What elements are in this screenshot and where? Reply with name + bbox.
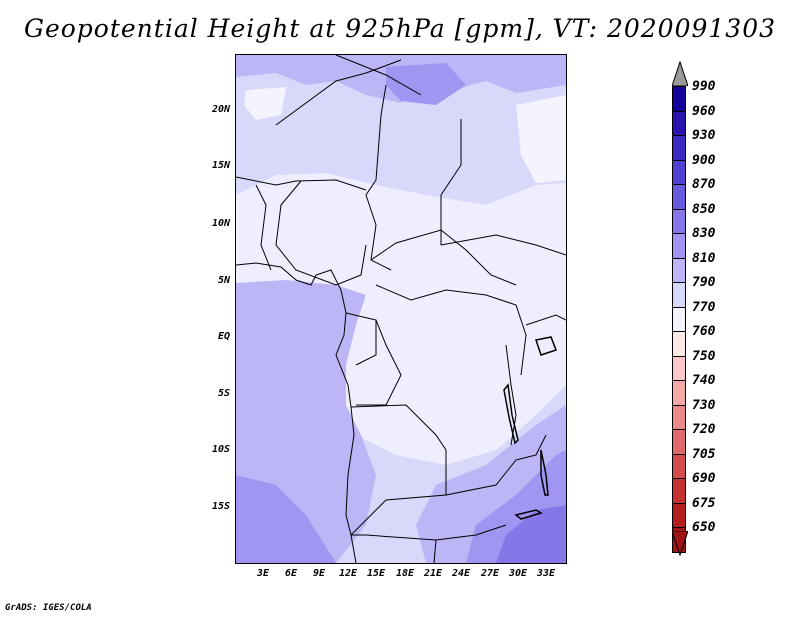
colorbar-cell bbox=[672, 282, 686, 308]
field-830-sw bbox=[236, 475, 336, 563]
lakes bbox=[503, 336, 557, 520]
lon-label-21e: 21E bbox=[423, 568, 443, 579]
lake-malawi bbox=[540, 449, 549, 496]
colorbar-cell bbox=[672, 86, 686, 112]
colorbar-label: 720 bbox=[692, 422, 716, 437]
field-850-se bbox=[496, 505, 566, 563]
colorbar-cell bbox=[672, 110, 686, 136]
colorbar-label: 650 bbox=[692, 520, 716, 535]
lon-label-24e: 24E bbox=[451, 568, 471, 579]
lake-tanganyika bbox=[503, 383, 519, 445]
colorbar-cell bbox=[672, 429, 686, 455]
border-angola bbox=[350, 404, 447, 536]
field-770-nw bbox=[244, 87, 286, 120]
border-congo bbox=[375, 284, 527, 376]
lon-label-33e: 33E bbox=[536, 568, 556, 579]
field-770-central bbox=[236, 173, 566, 465]
lon-label-18e: 18E bbox=[395, 568, 415, 579]
border-nigeria bbox=[275, 180, 367, 286]
grads-credit: GrADS: IGES/COLA bbox=[5, 603, 92, 613]
lon-label-3e: 3E bbox=[256, 568, 270, 579]
colorbar-cell bbox=[672, 355, 686, 381]
border-wafrica bbox=[255, 184, 272, 271]
colorbar-cell bbox=[672, 502, 686, 528]
colorbar-label: 930 bbox=[692, 128, 716, 143]
colorbar-cell bbox=[672, 184, 686, 210]
lat-label-5s: 5S bbox=[217, 388, 230, 399]
lat-label-15s: 15S bbox=[211, 501, 230, 512]
lon-label-27e: 27E bbox=[480, 568, 500, 579]
lake-kariba bbox=[514, 509, 543, 520]
colorbar-label: 810 bbox=[692, 250, 716, 266]
chart-title: Geopotential Height at 925hPa [gpm], VT:… bbox=[23, 14, 777, 43]
colorbar-cell bbox=[672, 135, 686, 161]
colorbar-cell bbox=[672, 233, 686, 259]
country-borders bbox=[236, 55, 566, 563]
field-830-north bbox=[386, 63, 466, 105]
lon-label-6e: 6E bbox=[284, 568, 298, 579]
border-car bbox=[370, 229, 517, 286]
border-north-1 bbox=[275, 59, 402, 126]
border-sudan bbox=[440, 234, 566, 256]
lon-label-12e: 12E bbox=[338, 568, 358, 579]
colorbar-label: 730 bbox=[692, 397, 716, 413]
map-canvas bbox=[236, 55, 566, 563]
field-770-ne bbox=[516, 95, 566, 183]
lat-label-10s: 10S bbox=[211, 444, 230, 455]
border-zambia bbox=[445, 434, 547, 496]
coastline-west bbox=[236, 262, 357, 563]
colorbar-cell bbox=[672, 331, 686, 357]
border-drc-west bbox=[356, 319, 402, 406]
colorbar-label: 870 bbox=[692, 177, 716, 192]
colorbar-cell bbox=[672, 380, 686, 406]
colorbar-cell bbox=[672, 208, 686, 234]
colorbar-label: 790 bbox=[692, 275, 716, 290]
border-kenya bbox=[525, 314, 566, 326]
colorbar-cell bbox=[672, 306, 686, 332]
lat-label-15n: 15N bbox=[211, 160, 230, 171]
colorbar-top-arrow bbox=[672, 60, 688, 86]
colorbar-cell bbox=[672, 453, 686, 479]
border-gabon bbox=[345, 312, 377, 366]
border-bottom bbox=[433, 539, 437, 563]
colorbar-cell bbox=[672, 478, 686, 504]
lat-label-10n: 10N bbox=[211, 218, 230, 229]
lake-victoria bbox=[535, 336, 557, 356]
colorbar-label: 850 bbox=[692, 201, 716, 217]
colorbar-bottom-arrow bbox=[672, 531, 688, 557]
lon-label-15e: 15E bbox=[366, 568, 386, 579]
colorbar-label: 750 bbox=[692, 348, 716, 364]
lat-label-5n: 5N bbox=[217, 275, 230, 286]
colorbar-cell bbox=[672, 404, 686, 430]
colorbar-label: 960 bbox=[692, 103, 716, 119]
colorbar-cell bbox=[672, 159, 686, 185]
colorbar-label: 830 bbox=[692, 226, 716, 241]
colorbar-label: 705 bbox=[692, 446, 716, 462]
colorbar-label: 690 bbox=[692, 471, 716, 486]
colorbar-cell bbox=[672, 257, 686, 283]
colorbar-label: 900 bbox=[692, 152, 716, 168]
colorbar-label: 740 bbox=[692, 373, 716, 388]
colorbar-label: 675 bbox=[692, 495, 716, 511]
lat-label-20n: 20N bbox=[211, 104, 230, 115]
border-east-1 bbox=[440, 119, 462, 245]
lat-label-eq: EQ bbox=[217, 331, 230, 342]
lon-label-30e: 30E bbox=[508, 568, 528, 579]
colorbar-label: 990 bbox=[692, 79, 716, 94]
border-east-lakes bbox=[505, 344, 517, 446]
border-sahel bbox=[236, 176, 367, 191]
lon-label-9e: 9E bbox=[312, 568, 326, 579]
colorbar-label: 760 bbox=[692, 324, 716, 339]
border-north-2 bbox=[335, 55, 422, 96]
colorbar-label: 770 bbox=[692, 299, 716, 315]
map-panel bbox=[235, 54, 567, 564]
